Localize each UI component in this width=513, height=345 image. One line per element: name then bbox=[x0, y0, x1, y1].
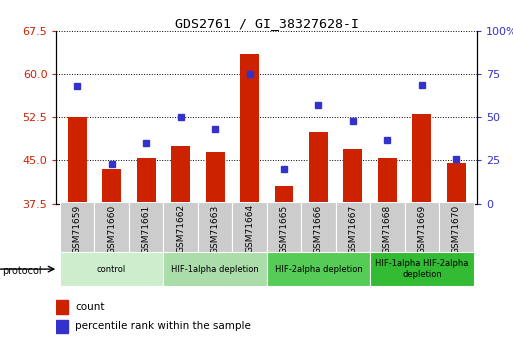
Bar bbox=[267, 252, 370, 286]
Text: HIF-2alpha depletion: HIF-2alpha depletion bbox=[274, 265, 362, 274]
Text: GSM71666: GSM71666 bbox=[314, 204, 323, 254]
Bar bbox=[163, 202, 198, 252]
Bar bbox=[56, 300, 68, 314]
Bar bbox=[344, 149, 363, 204]
Bar bbox=[378, 158, 397, 204]
Bar bbox=[136, 158, 155, 204]
Text: GSM71660: GSM71660 bbox=[107, 204, 116, 254]
Bar bbox=[94, 202, 129, 252]
Text: GSM71659: GSM71659 bbox=[73, 204, 82, 254]
Bar bbox=[240, 54, 259, 204]
Bar bbox=[412, 115, 431, 204]
Text: GSM71663: GSM71663 bbox=[210, 204, 220, 254]
Title: GDS2761 / GI_38327628-I: GDS2761 / GI_38327628-I bbox=[175, 17, 359, 30]
Text: HIF-1alpha depletion: HIF-1alpha depletion bbox=[171, 265, 259, 274]
Bar bbox=[301, 202, 336, 252]
Bar bbox=[274, 186, 293, 204]
Bar bbox=[56, 320, 68, 333]
Bar bbox=[163, 252, 267, 286]
Text: control: control bbox=[97, 265, 126, 274]
Bar bbox=[129, 202, 163, 252]
Text: GSM71662: GSM71662 bbox=[176, 204, 185, 254]
Bar bbox=[447, 163, 466, 204]
Bar bbox=[60, 252, 163, 286]
Bar bbox=[309, 132, 328, 204]
Bar bbox=[336, 202, 370, 252]
Bar bbox=[267, 202, 301, 252]
Text: GSM71661: GSM71661 bbox=[142, 204, 151, 254]
Bar bbox=[370, 202, 405, 252]
Bar bbox=[198, 202, 232, 252]
Bar bbox=[405, 202, 439, 252]
Text: protocol: protocol bbox=[3, 266, 42, 276]
Text: GSM71665: GSM71665 bbox=[280, 204, 288, 254]
Text: GSM71670: GSM71670 bbox=[452, 204, 461, 254]
Bar bbox=[68, 117, 87, 204]
Text: GSM71669: GSM71669 bbox=[418, 204, 426, 254]
Text: GSM71667: GSM71667 bbox=[348, 204, 358, 254]
Text: GSM71668: GSM71668 bbox=[383, 204, 392, 254]
Bar bbox=[232, 202, 267, 252]
Bar bbox=[370, 252, 473, 286]
Bar bbox=[102, 169, 121, 204]
Text: count: count bbox=[75, 302, 105, 312]
Text: percentile rank within the sample: percentile rank within the sample bbox=[75, 321, 251, 331]
Bar bbox=[171, 146, 190, 204]
Bar bbox=[60, 202, 94, 252]
Text: GSM71664: GSM71664 bbox=[245, 204, 254, 254]
Text: HIF-1alpha HIF-2alpha
depletion: HIF-1alpha HIF-2alpha depletion bbox=[375, 259, 468, 279]
Bar bbox=[206, 152, 225, 204]
Bar bbox=[439, 202, 473, 252]
